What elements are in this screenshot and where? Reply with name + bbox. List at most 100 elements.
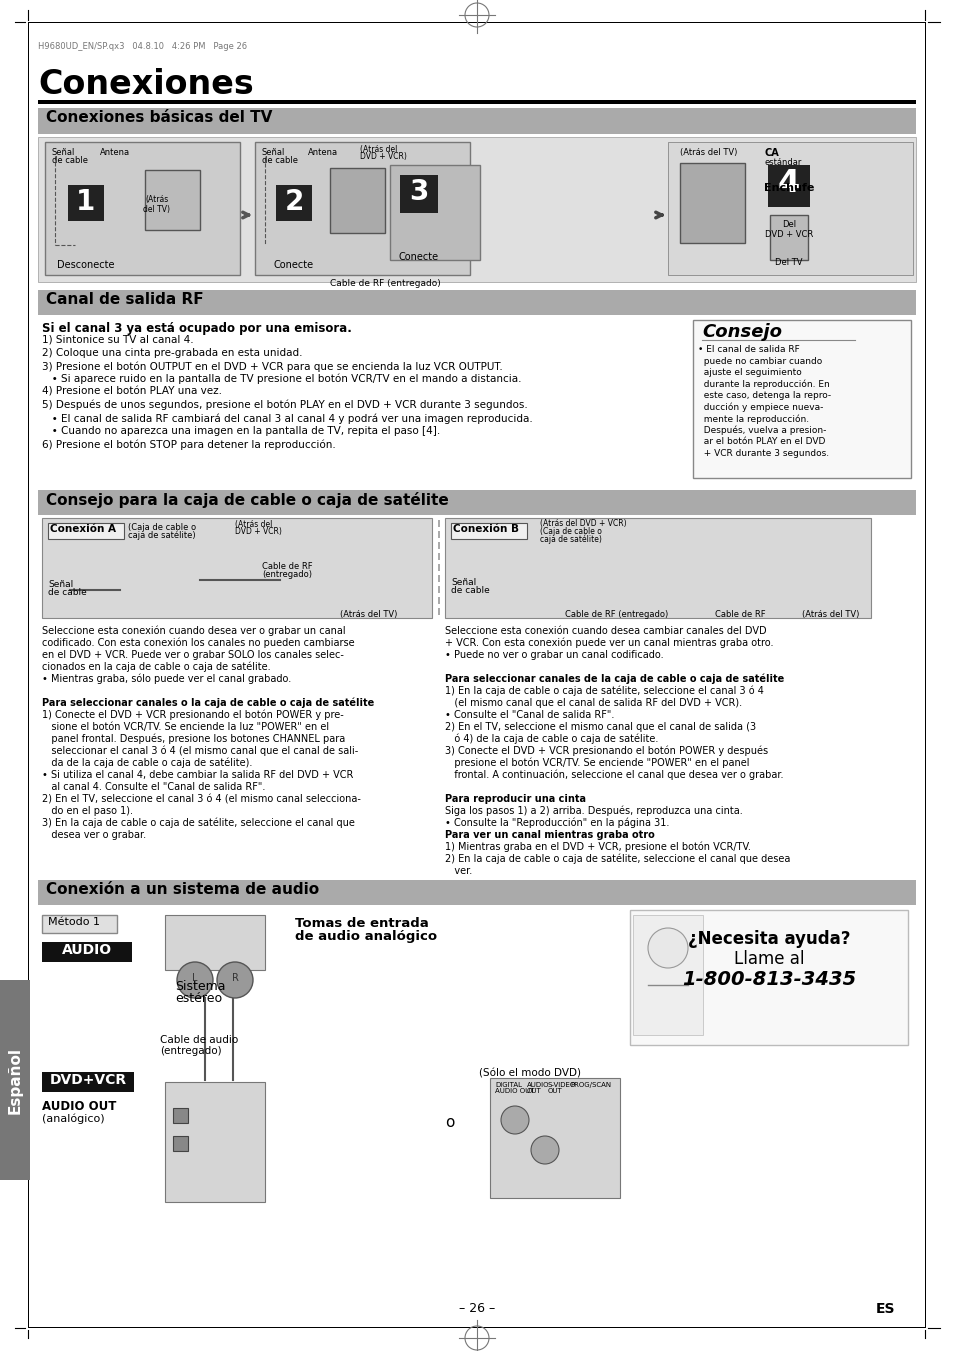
Text: Conecte: Conecte — [274, 259, 314, 270]
Bar — [42, 915, 117, 934]
Text: puede no cambiar cuando: puede no cambiar cuando — [698, 357, 821, 366]
Text: Conexión A: Conexión A — [50, 524, 116, 534]
Text: (Caja de cable o: (Caja de cable o — [539, 527, 601, 536]
Text: OUT: OUT — [526, 1088, 541, 1094]
Text: Si el canal 3 ya está ocupado por una emisora.: Si el canal 3 ya está ocupado por una em… — [42, 322, 352, 335]
Text: DVD+VCR: DVD+VCR — [50, 1073, 127, 1088]
Bar — [437, 597, 439, 604]
Text: caja de satélite): caja de satélite) — [539, 535, 601, 544]
Text: 1) Conecte el DVD + VCR presionando el botón POWER y pre-: 1) Conecte el DVD + VCR presionando el b… — [42, 711, 343, 720]
Bar — [769, 215, 807, 259]
Text: cionados en la caja de cable o caja de satélite.: cionados en la caja de cable o caja de s… — [42, 662, 271, 673]
Bar — [444, 517, 870, 617]
Bar — [38, 908, 915, 1288]
Text: Conexión B: Conexión B — [453, 524, 518, 534]
Text: Cable de RF (entregado): Cable de RF (entregado) — [330, 280, 440, 288]
Text: (entregado): (entregado) — [160, 1046, 221, 1056]
Text: Conexiones: Conexiones — [38, 68, 253, 101]
Text: sione el botón VCR/TV. Se enciende la luz "POWER" en el: sione el botón VCR/TV. Se enciende la lu… — [42, 721, 329, 732]
Text: codificado. Con esta conexión los canales no pueden cambiarse: codificado. Con esta conexión los canale… — [42, 638, 355, 648]
Bar — [490, 1078, 619, 1198]
Text: Llame al: Llame al — [733, 950, 803, 969]
Text: Enchufe: Enchufe — [763, 182, 813, 193]
Text: DIGITAL: DIGITAL — [495, 1082, 521, 1088]
Bar — [667, 142, 912, 276]
Text: presione el botón VCR/TV. Se enciende "POWER" en el panel: presione el botón VCR/TV. Se enciende "P… — [444, 758, 749, 769]
Text: S-VIDEO: S-VIDEO — [547, 1082, 576, 1088]
Text: • El canal de salida RF cambiará del canal 3 al canal 4 y podrá ver una imagen r: • El canal de salida RF cambiará del can… — [42, 413, 532, 423]
Text: Para seleccionar canales de la caja de cable o caja de satélite: Para seleccionar canales de la caja de c… — [444, 674, 783, 685]
Text: (Atrás del TV): (Atrás del TV) — [339, 611, 397, 619]
Text: AUDIO OUT: AUDIO OUT — [495, 1088, 534, 1094]
Text: ajuste el seguimiento: ajuste el seguimiento — [698, 367, 801, 377]
Bar — [38, 490, 915, 515]
Text: + VCR. Con esta conexión puede ver un canal mientras graba otro.: + VCR. Con esta conexión puede ver un ca… — [444, 638, 773, 648]
Bar — [437, 520, 439, 527]
Text: (el mismo canal que el canal de salida RF del DVD + VCR).: (el mismo canal que el canal de salida R… — [444, 698, 741, 708]
Text: ó 4) de la caja de cable o caja de satélite.: ó 4) de la caja de cable o caja de satél… — [444, 734, 658, 744]
Text: Para seleccionar canales o la caja de cable o caja de satélite: Para seleccionar canales o la caja de ca… — [42, 698, 374, 708]
Text: de cable: de cable — [52, 155, 88, 165]
Bar — [437, 608, 439, 615]
Text: da de la caja de cable o caja de satélite).: da de la caja de cable o caja de satélit… — [42, 758, 253, 769]
Text: L: L — [193, 973, 197, 984]
Text: + VCR durante 3 segundos.: + VCR durante 3 segundos. — [698, 449, 828, 458]
Bar — [42, 1071, 133, 1092]
Text: 2: 2 — [284, 188, 303, 216]
Circle shape — [531, 1136, 558, 1165]
Text: DVD + VCR): DVD + VCR) — [359, 153, 406, 161]
Text: H9680UD_EN/SP.qx3   04.8.10   4:26 PM   Page 26: H9680UD_EN/SP.qx3 04.8.10 4:26 PM Page 2… — [38, 42, 247, 51]
Text: 1-800-813-3435: 1-800-813-3435 — [681, 970, 855, 989]
Bar — [437, 531, 439, 538]
Text: Consejo para la caja de cable o caja de satélite: Consejo para la caja de cable o caja de … — [46, 492, 448, 508]
Bar — [38, 108, 915, 134]
Text: Cable de audio: Cable de audio — [160, 1035, 238, 1046]
Text: AUDIO: AUDIO — [526, 1082, 549, 1088]
Bar — [48, 523, 124, 539]
Text: Seleccione esta conexión cuando desea ver o grabar un canal: Seleccione esta conexión cuando desea ve… — [42, 626, 345, 636]
Text: desea ver o grabar.: desea ver o grabar. — [42, 830, 146, 840]
Text: ES: ES — [875, 1302, 894, 1316]
Text: Cable de RF: Cable de RF — [714, 611, 765, 619]
Bar — [390, 165, 479, 259]
Text: DVD + VCR): DVD + VCR) — [234, 527, 281, 536]
Bar — [633, 915, 702, 1035]
Bar — [399, 176, 437, 213]
Text: caja de satélite): caja de satélite) — [128, 531, 195, 540]
Text: este caso, detenga la repro-: este caso, detenga la repro- — [698, 390, 830, 400]
Bar — [437, 563, 439, 571]
Bar — [38, 136, 915, 282]
Text: 3) En la caja de cable o caja de satélite, seleccione el canal que: 3) En la caja de cable o caja de satélit… — [42, 817, 355, 828]
Text: Señal: Señal — [52, 149, 75, 157]
Text: AUDIO OUT: AUDIO OUT — [42, 1100, 116, 1113]
Text: ar el botón PLAY en el DVD: ar el botón PLAY en el DVD — [698, 436, 824, 446]
Bar — [254, 142, 470, 276]
Text: 1) Mientras graba en el DVD + VCR, presione el botón VCR/TV.: 1) Mientras graba en el DVD + VCR, presi… — [444, 842, 750, 852]
Text: Antena: Antena — [100, 149, 130, 157]
Text: 3: 3 — [409, 178, 428, 205]
Text: Señal: Señal — [262, 149, 285, 157]
Bar — [45, 142, 240, 276]
Text: seleccionar el canal 3 ó 4 (el mismo canal que el canal de sali-: seleccionar el canal 3 ó 4 (el mismo can… — [42, 746, 358, 757]
Text: (Atrás
del TV): (Atrás del TV) — [143, 195, 171, 215]
Bar — [437, 586, 439, 593]
Bar — [42, 517, 432, 617]
Bar — [38, 290, 915, 315]
Text: Después, vuelva a presion-: Después, vuelva a presion- — [698, 426, 825, 435]
Text: Conecte: Conecte — [398, 253, 438, 262]
Text: 2) Coloque una cinta pre-grabada en esta unidad.: 2) Coloque una cinta pre-grabada en esta… — [42, 349, 302, 358]
Text: Español: Español — [8, 1047, 23, 1113]
Text: durante la reproducción. En: durante la reproducción. En — [698, 380, 829, 389]
Text: PROG/SCAN: PROG/SCAN — [569, 1082, 611, 1088]
Text: de cable: de cable — [262, 155, 297, 165]
Text: 4) Presione el botón PLAY una vez.: 4) Presione el botón PLAY una vez. — [42, 386, 222, 397]
Bar — [38, 100, 915, 104]
Circle shape — [177, 962, 213, 998]
Text: estéreo: estéreo — [174, 992, 222, 1005]
Text: Del TV: Del TV — [775, 258, 801, 267]
Text: do en el paso 1).: do en el paso 1). — [42, 807, 132, 816]
Text: • Mientras graba, sólo puede ver el canal grabado.: • Mientras graba, sólo puede ver el cana… — [42, 674, 291, 685]
Text: mente la reproducción.: mente la reproducción. — [698, 413, 808, 423]
Text: o: o — [445, 1115, 455, 1129]
Text: 2) En el TV, seleccione el mismo canal que el canal de salida (3: 2) En el TV, seleccione el mismo canal q… — [444, 721, 756, 732]
